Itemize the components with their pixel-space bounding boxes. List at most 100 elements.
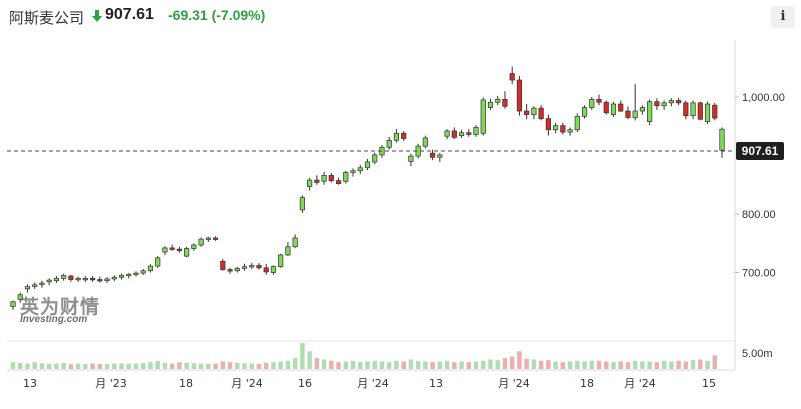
volume-bar <box>119 363 124 369</box>
volume-bar <box>75 363 81 369</box>
volume-bar <box>198 363 204 369</box>
candle-body <box>675 100 682 104</box>
candle <box>89 276 96 282</box>
volume-bar <box>683 361 689 369</box>
down-arrow-icon <box>92 10 102 22</box>
last-price: 907.61 <box>105 6 154 23</box>
candle <box>473 125 479 137</box>
candle <box>118 273 125 280</box>
volume-bar <box>271 362 276 369</box>
volume-tick-label: 5.00m <box>742 348 773 360</box>
candle <box>32 282 38 289</box>
candle <box>169 244 175 251</box>
candle <box>111 275 117 282</box>
volume-bar <box>314 358 320 369</box>
x-tick-label: 18 <box>179 377 193 390</box>
volume-bar <box>386 362 392 369</box>
candle-body <box>111 276 117 280</box>
candle <box>372 152 378 165</box>
candle <box>574 113 580 133</box>
volume-bar <box>206 363 211 369</box>
candle-body <box>10 301 16 307</box>
candle <box>328 173 334 183</box>
candle-body <box>495 98 501 103</box>
candle-body <box>509 73 515 81</box>
candle <box>24 284 31 293</box>
volume-bar <box>358 362 363 369</box>
candle-body <box>560 125 566 133</box>
candle-body <box>241 266 248 269</box>
candle-body <box>502 98 508 107</box>
volume-bar <box>669 361 674 369</box>
candle-body <box>89 278 96 281</box>
candle-body <box>53 278 60 282</box>
candle <box>625 106 631 120</box>
candle-body <box>169 247 175 250</box>
x-tick-label: 13 <box>23 377 37 390</box>
candle <box>241 263 248 271</box>
watermark-en: Investing.com <box>20 314 88 325</box>
volume-bar <box>567 361 573 369</box>
volume-bar <box>488 359 493 369</box>
candle <box>596 94 602 106</box>
volume-bar <box>191 363 197 369</box>
volume-bar <box>618 361 623 369</box>
candle <box>191 243 197 251</box>
candle-body <box>596 98 602 103</box>
candle <box>53 276 60 284</box>
candle <box>704 101 711 124</box>
candle-body <box>639 107 646 112</box>
volume-bar <box>97 363 103 369</box>
candle-body <box>690 102 696 117</box>
candle-body <box>24 286 31 290</box>
candle-body <box>328 175 334 182</box>
volume-bar <box>553 361 558 369</box>
candle <box>451 127 457 140</box>
candle <box>321 171 327 185</box>
candle <box>632 84 638 121</box>
volume-bar <box>140 362 146 369</box>
candle <box>212 236 219 241</box>
candle <box>610 101 617 117</box>
volume-bar <box>162 362 168 369</box>
candle-body <box>422 137 428 147</box>
candle <box>480 97 486 136</box>
volume-bar <box>372 360 377 369</box>
candle-body <box>466 132 472 135</box>
volume-bar <box>452 362 457 369</box>
volume-bar <box>148 362 153 369</box>
candle <box>133 271 139 277</box>
candle-body <box>372 154 378 163</box>
info-button[interactable]: i <box>771 6 795 28</box>
candle-body <box>97 279 103 282</box>
candle <box>668 98 674 107</box>
candle <box>357 164 363 175</box>
candle <box>386 136 392 150</box>
volume-bar <box>524 358 529 369</box>
volume-bar <box>415 360 421 369</box>
volume-bar <box>112 363 117 369</box>
x-tick-label: 18 <box>580 377 594 390</box>
candle-body <box>444 130 450 137</box>
candle-body <box>458 132 465 136</box>
last-price-line: 907.61 <box>7 142 784 161</box>
candle-body <box>314 179 320 183</box>
candle-body <box>516 79 523 112</box>
candle <box>299 195 305 213</box>
volume-bar <box>235 362 240 369</box>
candle <box>234 266 240 273</box>
candle <box>567 127 573 136</box>
candle-body <box>538 107 544 119</box>
candle-body <box>212 237 219 240</box>
x-tick-label: 15 <box>702 377 716 390</box>
candle-body <box>335 180 342 184</box>
volume-bar <box>509 356 515 369</box>
candle <box>524 104 530 120</box>
candle <box>140 268 146 275</box>
candle-body <box>451 130 457 138</box>
y-tick-label: 1,000.00 <box>742 92 785 104</box>
volume-bar <box>575 360 580 369</box>
volume-bar <box>155 360 160 369</box>
candle-body <box>17 294 23 300</box>
